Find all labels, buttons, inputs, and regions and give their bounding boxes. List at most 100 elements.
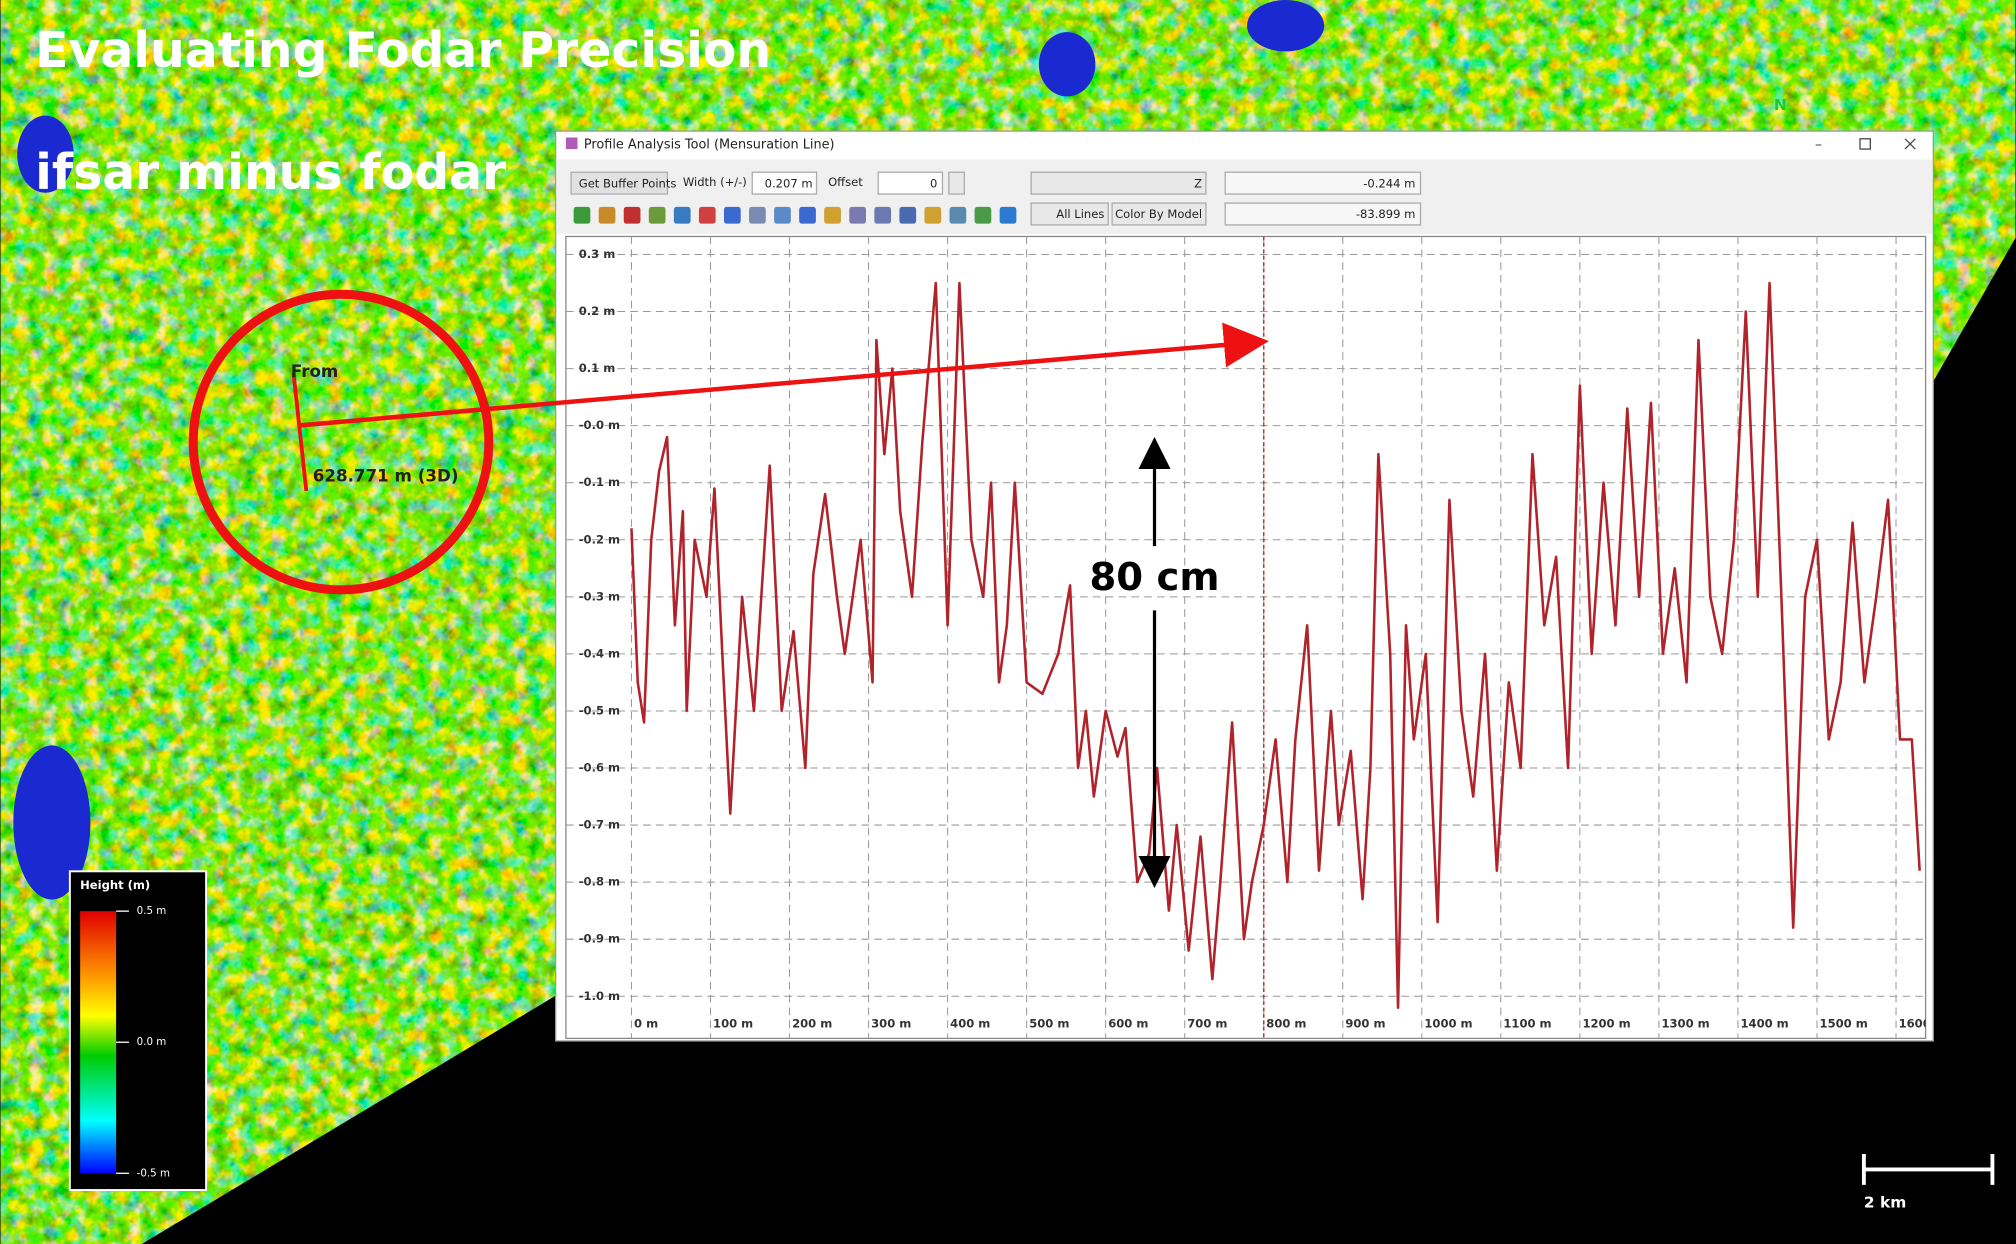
toolbar-icon[interactable] [648, 206, 666, 224]
toolbar-icon[interactable] [673, 206, 691, 224]
scale-label: 2 km [1864, 1193, 1906, 1211]
x-tick-label: 300 m [871, 1017, 911, 1031]
toolbar-icon[interactable] [774, 206, 791, 224]
x-tick-label: 400 m [950, 1017, 990, 1031]
toolbar-icon[interactable] [723, 206, 741, 224]
close-button[interactable] [1904, 138, 1916, 150]
from-label: From [291, 361, 338, 381]
scale-bar [1861, 1154, 1995, 1185]
lines-dropdown[interactable] [1030, 202, 1109, 226]
toolbar-icon[interactable] [924, 206, 942, 224]
x-tick-label: 800 m [1266, 1017, 1306, 1031]
offset-value: 0 [930, 176, 937, 190]
width-label: Width (+/-) [683, 175, 747, 189]
toolbar-icon[interactable] [698, 206, 716, 224]
buffer-button-label: Get Buffer Points [579, 176, 677, 190]
legend-label: -0.5 m [137, 1167, 170, 1179]
y-tick-label: -0.8 m [579, 875, 620, 889]
mensuration-line [291, 372, 309, 492]
x-tick-label: 1500 m [1820, 1017, 1868, 1031]
y-tick-label: -0.1 m [579, 475, 620, 489]
legend-title: Height (m) [80, 878, 150, 892]
distance-label: 628.771 m (3D) [313, 465, 459, 485]
offset-spinner[interactable] [948, 171, 965, 195]
x-tick-label: 100 m [713, 1017, 753, 1031]
x-tick-label: 0 m [634, 1017, 658, 1031]
toolbar-icon[interactable] [974, 206, 992, 224]
color-dropdown[interactable] [1111, 202, 1207, 226]
slide-subtitle: ifsar minus fodar [35, 144, 506, 201]
toolbar-icon[interactable] [824, 206, 841, 224]
z-value: -0.244 m [1363, 176, 1415, 190]
toolbar-icon[interactable] [849, 206, 866, 224]
width-value: 0.207 m [765, 176, 813, 190]
offset-input[interactable] [877, 171, 944, 195]
legend-label: 0.0 m [137, 1036, 167, 1048]
toolbar-icon[interactable] [874, 206, 892, 224]
slide-title: Evaluating Fodar Precision [35, 22, 771, 79]
window-icon [565, 137, 578, 150]
x-tick-label: 1300 m [1661, 1017, 1709, 1031]
y-tick-label: -0.4 m [579, 646, 620, 660]
profile-chart: 0.3 m 0.2 m 0.1 m -0.0 m -0.1 m -0.2 m -0.3 m -… [565, 236, 1926, 1039]
toolbar-icon[interactable] [573, 206, 591, 224]
toolbar-icons [573, 206, 1017, 224]
y-tick-label: -0.6 m [579, 761, 620, 775]
toolbar-icon[interactable] [899, 206, 917, 224]
width-input[interactable] [751, 171, 818, 195]
elevation-value: -83.899 m [1356, 207, 1416, 221]
x-tick-label: 1200 m [1582, 1017, 1630, 1031]
x-tick-label: 1100 m [1503, 1017, 1551, 1031]
x-axis: 0 m 100 m 200 m 300 m 400 m 500 m 600 m 700 m 80… [630, 236, 1926, 1039]
lines-menu: All Lines [1056, 207, 1104, 221]
y-tick-label: -1.0 m [579, 989, 620, 1003]
lake [1038, 32, 1096, 97]
toolbar-icon[interactable] [598, 206, 616, 224]
offset-label: Offset [828, 175, 863, 189]
north-label: N [1774, 96, 1787, 114]
z-field [1224, 171, 1422, 195]
buffer-button[interactable] [570, 171, 669, 195]
y-tick-label: 0.2 m [579, 304, 616, 318]
profile-line [630, 281, 1921, 1009]
legend-label: 0.5 m [137, 905, 167, 917]
map-legend: Height (m) 0.5 m 0.0 m -0.5 m [68, 870, 208, 1191]
toolbar-icon[interactable] [749, 206, 766, 224]
maximize-button[interactable] [1859, 138, 1871, 150]
x-tick-label: 700 m [1187, 1017, 1227, 1031]
window-title: Profile Analysis Tool (Mensuration Line) [584, 138, 835, 153]
lake [17, 115, 74, 193]
toolbar-icon[interactable] [799, 206, 816, 224]
z-label: Z [1194, 176, 1202, 190]
minimize-button[interactable]: – [1815, 137, 1822, 153]
highlight-circle [188, 289, 494, 595]
pointer-arrow [299, 322, 1269, 428]
elevation-field [1224, 202, 1422, 226]
x-tick-label: 500 m [1029, 1017, 1069, 1031]
profile-window: Profile Analysis Tool (Mensuration Line)… [554, 130, 1934, 1042]
toolbar-icon[interactable] [623, 206, 641, 224]
y-tick-label: 0.3 m [579, 247, 616, 261]
lake [1247, 0, 1325, 52]
y-tick-label: -0.2 m [579, 532, 620, 546]
y-tick-label: -0.0 m [579, 418, 620, 432]
x-tick-label: 600 m [1108, 1017, 1148, 1031]
color-menu: Color By Model [1115, 207, 1202, 221]
x-tick-label: 900 m [1345, 1017, 1385, 1031]
y-tick-label: -0.7 m [579, 818, 620, 832]
x-tick-label: 1000 m [1424, 1017, 1472, 1031]
y-tick-label: -0.3 m [579, 589, 620, 603]
y-tick-label: -0.9 m [579, 932, 620, 946]
y-tick-label: -0.5 m [579, 703, 620, 717]
legend-colorbar [80, 911, 117, 1174]
toolbar-icon[interactable] [999, 206, 1017, 224]
toolbar-icon[interactable] [949, 206, 967, 224]
z-dropdown[interactable] [1030, 171, 1207, 195]
x-tick-label: 200 m [792, 1017, 832, 1031]
range-annotation: 80 cm [1089, 555, 1219, 600]
y-tick-label: 0.1 m [579, 361, 616, 375]
profile-lines [630, 236, 1921, 1039]
x-tick-label: 1400 m [1741, 1017, 1789, 1031]
